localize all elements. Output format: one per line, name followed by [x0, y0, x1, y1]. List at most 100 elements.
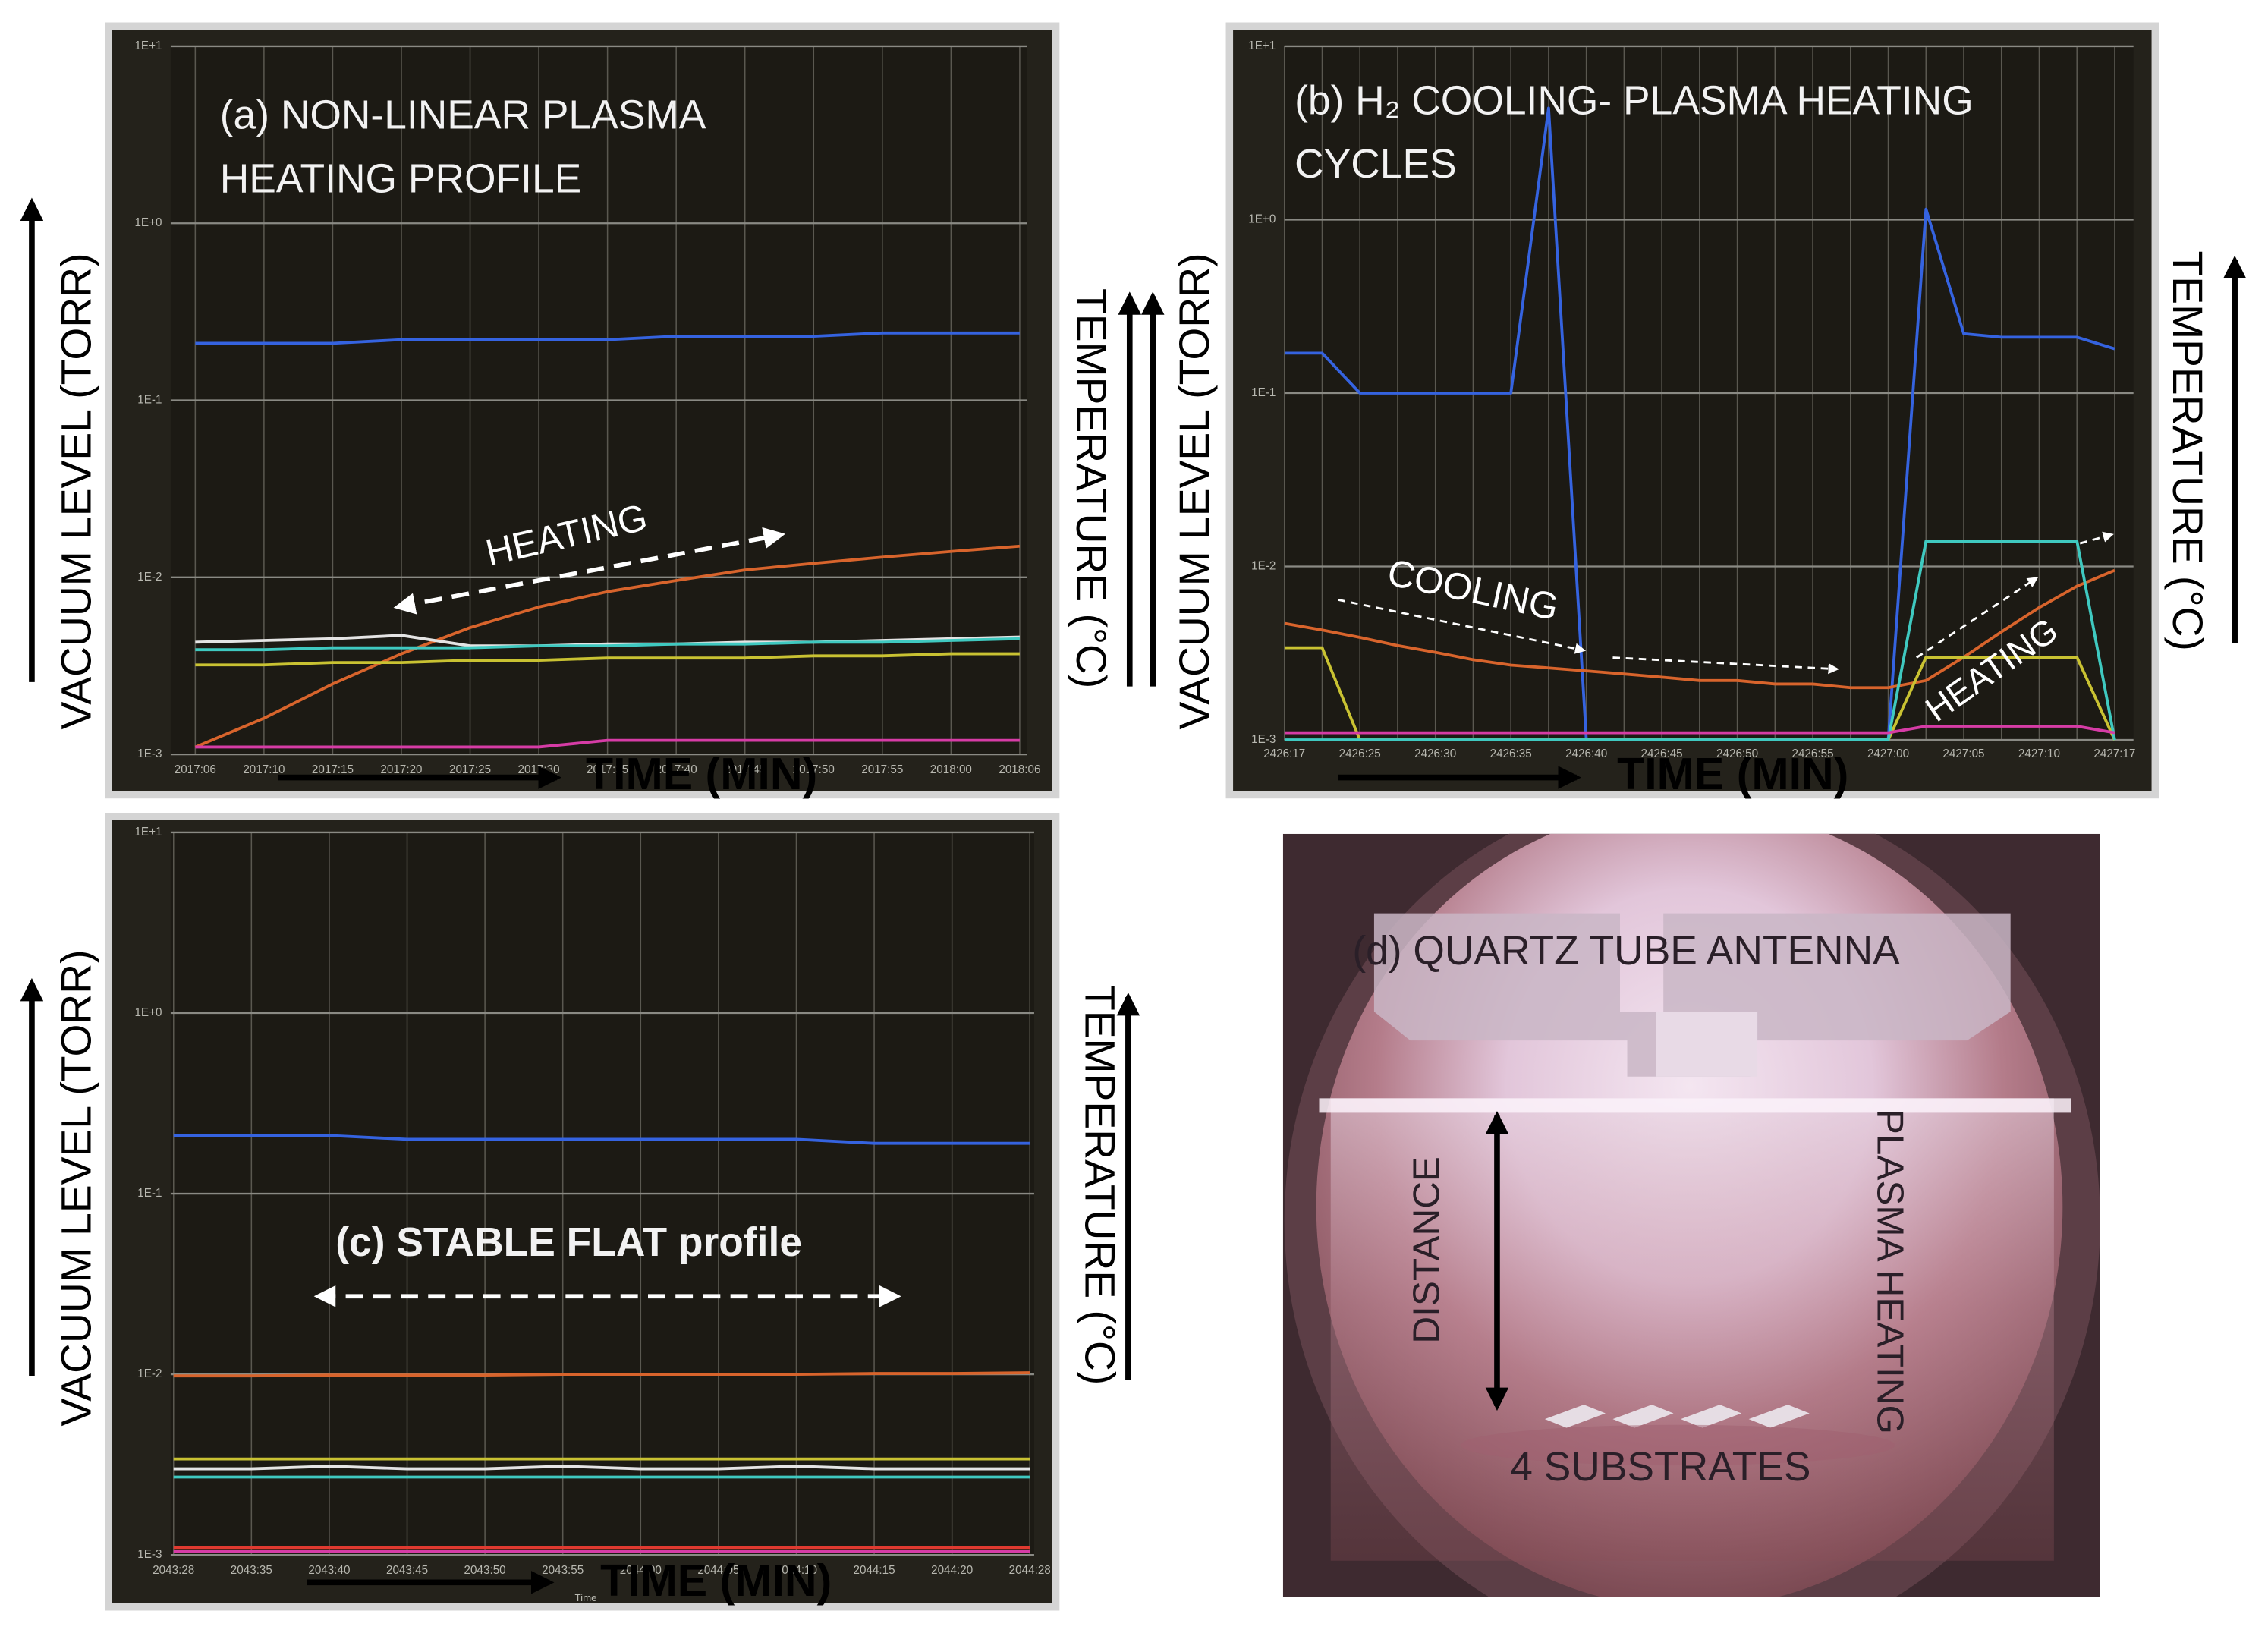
- substrate: [1544, 1405, 1606, 1428]
- y2-axis-label: TEMPERATURE (°C): [1076, 985, 1123, 1385]
- chart-panel: 1E-3 1E-2 1E-1 1E+0 1E+1 2426:17 2426:25 2426:3…: [1225, 22, 2159, 799]
- y2-axis-label: TEMPERATURE (°C): [2164, 251, 2211, 651]
- bright-band: [1319, 1098, 2071, 1113]
- x-tick-label: 2017:55: [861, 763, 903, 776]
- photo-caption: (d) QUARTZ TUBE ANTENNA: [1352, 929, 1900, 974]
- x-tick-label: 2044:15: [854, 1564, 895, 1577]
- x-tick-label: 2426:55: [1791, 747, 1833, 760]
- x-tick-label: 2017:15: [312, 763, 354, 776]
- x-tick-label: 2017:50: [793, 763, 835, 776]
- y-tick-label: 1E-1: [1251, 386, 1276, 399]
- x-tick-label: 2044:10: [775, 1564, 817, 1577]
- x-tick-label: 2018:00: [930, 763, 972, 776]
- x-tick-label: 2017:25: [449, 763, 491, 776]
- y-tick-label: 1E-2: [137, 1367, 162, 1380]
- antenna-holder: [1373, 913, 2011, 1077]
- y-axis-label: VACUUM LEVEL (TORR): [1171, 253, 1218, 729]
- y-axis-label: VACUUM LEVEL (TORR): [52, 949, 99, 1426]
- x-tick-label: 2017:20: [380, 763, 422, 776]
- x-tick-label: 2043:45: [386, 1564, 428, 1577]
- y-tick-label: 1E-1: [137, 1187, 162, 1200]
- x-tick-label: 2043:40: [308, 1564, 350, 1577]
- series-line: [195, 634, 1020, 648]
- x-tick-label: 2426:25: [1339, 747, 1381, 760]
- y-tick-label: 1E+1: [134, 39, 162, 52]
- x-tick-label: 2017:45: [724, 763, 766, 776]
- x-tick-label: 2017:10: [243, 763, 285, 776]
- distance-label: DISTANCE: [1405, 1156, 1447, 1344]
- x-tick-label: 2426:35: [1490, 747, 1532, 760]
- plasma-glow: [1330, 1098, 2054, 1561]
- x-tick-label: 2017:06: [175, 763, 216, 776]
- y-tick-label: 1E-3: [137, 747, 162, 760]
- x-tick-label: 2426:30: [1414, 747, 1456, 760]
- x-tick-label: 2426:17: [1263, 747, 1305, 760]
- y-tick-label: 1E+1: [134, 826, 162, 839]
- x-axis-label: TIME (MIN): [600, 1556, 832, 1606]
- x-tick-label: 2427:05: [1942, 747, 1984, 760]
- y2-axis-label: TEMPERATURE (°C): [1068, 288, 1115, 688]
- title-box: (a) NON-LINEAR PLASMA HEATING PROFILE: [219, 92, 704, 201]
- series-line: [195, 652, 1020, 667]
- substrate: [1681, 1405, 1742, 1428]
- series-line: [173, 1134, 1030, 1145]
- series-line: [1284, 725, 2115, 735]
- y-tick-label: 1E-3: [137, 1548, 162, 1561]
- x-tick-label: 2043:55: [542, 1564, 584, 1577]
- x-tick-label: 2017:40: [656, 763, 697, 776]
- x-tick-label: 2427:10: [2018, 747, 2060, 760]
- y-tick-label: 1E+0: [134, 216, 162, 229]
- x-tick-label: 2044:28: [1009, 1564, 1051, 1577]
- series-line: [195, 331, 1020, 345]
- substrate: [1612, 1405, 1674, 1428]
- chart-title: (c) STABLE FLAT profile: [335, 1219, 803, 1265]
- x-tick-label: 2018:06: [999, 763, 1040, 776]
- x-tick-label: 2427:17: [2093, 747, 2135, 760]
- annotation-arrow: [1612, 656, 1839, 675]
- substrates-label: 4 SUBSTRATES: [1510, 1445, 1810, 1490]
- y-axis-label: VACUUM LEVEL (TORR): [52, 253, 99, 729]
- series-line: [173, 1371, 1030, 1378]
- y-tick-label: 1E-2: [1251, 560, 1276, 573]
- x-axis-title: Time: [574, 1592, 596, 1603]
- chart-panel: 1E-3 1E-2 1E-1 1E+0 1E+1 2017:06 2017:10 2017:1…: [105, 22, 1060, 799]
- series-line: [195, 738, 1020, 749]
- x-tick-label: 2426:50: [1716, 747, 1758, 760]
- y-tick-label: 1E-3: [1251, 733, 1276, 746]
- y-tick-label: 1E-1: [137, 394, 162, 407]
- region-label: PLASMA HEATING: [1870, 1109, 1911, 1434]
- annotation-arrow: [1337, 598, 1587, 654]
- series-line: [195, 637, 1020, 652]
- substrate: [1748, 1405, 1810, 1428]
- chart-title: (b) H₂ COOLING- PLASMA HEATING CYCLES: [1294, 77, 1974, 187]
- x-axis-label: TIME (MIN): [1617, 749, 1848, 799]
- photo-panel: (d) QUARTZ TUBE ANTENNA DISTANCE PLASMA …: [1282, 833, 2100, 1597]
- x-tick-label: 2043:50: [464, 1564, 506, 1577]
- title-box: (c) STABLE FLAT profile: [335, 1219, 803, 1265]
- series-line: [173, 1465, 1030, 1471]
- title-box: (b) H₂ COOLING- PLASMA HEATING CYCLES: [1294, 77, 1974, 187]
- y-tick-label: 1E-2: [137, 571, 162, 584]
- y-tick-label: 1E+1: [1248, 39, 1276, 52]
- x-tick-label: 2044:00: [620, 1564, 662, 1577]
- x-tick-label: 2043:28: [153, 1564, 194, 1577]
- annotation-arrow: [2079, 531, 2114, 545]
- series-line: [1284, 568, 2115, 690]
- x-tick-label: 2017:30: [518, 763, 560, 776]
- series-line: [1284, 540, 2116, 741]
- x-tick-label: 2044:05: [697, 1564, 739, 1577]
- x-axis-label: TIME (MIN): [586, 749, 817, 799]
- chart-title: (a) NON-LINEAR PLASMA HEATING PROFILE: [219, 92, 704, 201]
- annotation-arrow: [1915, 577, 2039, 659]
- x-tick-label: 2043:35: [231, 1564, 272, 1577]
- x-tick-label: 2426:45: [1641, 747, 1683, 760]
- x-tick-label: 2044:20: [931, 1564, 973, 1577]
- x-tick-label: 2426:40: [1565, 747, 1607, 760]
- substrate-holder: [1461, 1424, 1895, 1466]
- y-tick-label: 1E+0: [1248, 213, 1276, 226]
- quartz-tube: [1656, 1012, 1758, 1077]
- y-tick-label: 1E+0: [134, 1006, 162, 1019]
